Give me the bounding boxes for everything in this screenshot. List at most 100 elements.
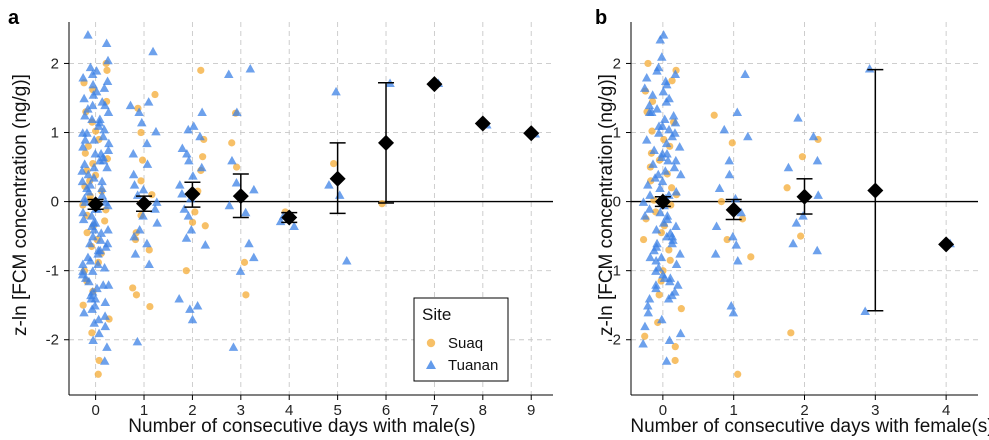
tuanan-point <box>78 259 88 269</box>
x-tick-label: 4 <box>285 402 293 419</box>
tuanan-point <box>100 311 110 320</box>
tuanan-point <box>711 221 722 231</box>
tuanan-point <box>728 231 738 241</box>
tuanan-point <box>736 207 746 217</box>
tuanan-point <box>152 218 162 227</box>
suaq-point <box>132 291 141 299</box>
tuanan-point <box>142 238 152 248</box>
tuanan-point <box>138 211 148 220</box>
tuanan-point <box>640 321 650 331</box>
tuanan-point <box>657 148 668 158</box>
suaq-point <box>666 256 674 264</box>
tuanan-point <box>87 69 98 79</box>
tuanan-point <box>100 100 110 110</box>
x-tick-label: 1 <box>730 402 738 419</box>
mean-marker <box>725 201 742 218</box>
tuanan-point <box>668 111 679 120</box>
tuanan-point <box>235 266 246 275</box>
tuanan-point <box>726 300 736 310</box>
tuanan-point <box>186 224 197 234</box>
tuanan-point <box>79 93 89 103</box>
tuanan-point <box>644 100 655 110</box>
tuanan-point <box>103 107 114 117</box>
x-tick-label: 6 <box>382 402 390 419</box>
suaq-point <box>787 329 795 337</box>
tuanan-point <box>324 180 334 189</box>
tuanan-point <box>659 114 670 123</box>
tuanan-point <box>793 113 803 122</box>
tuanan-point <box>652 104 662 113</box>
tuanan-point <box>181 233 192 242</box>
tuanan-point <box>88 231 98 241</box>
tuanan-point <box>740 69 750 79</box>
tuanan-point <box>644 107 655 117</box>
mean-marker <box>281 209 298 226</box>
tick-labels-b: 0 1 2 3 4 -2 -1 0 1 2 <box>608 55 951 419</box>
x-tick-label: 4 <box>942 402 950 419</box>
means-b <box>654 68 955 312</box>
tuanan-point <box>179 204 190 213</box>
tuanan-point <box>651 266 661 275</box>
tuanan-point <box>652 66 662 75</box>
tuanan-point <box>83 186 94 196</box>
tuanan-point <box>97 190 107 199</box>
suaq-point <box>188 218 197 226</box>
suaq-point <box>201 222 209 230</box>
tuanan-point <box>182 148 192 158</box>
tuanan-point <box>245 64 256 73</box>
tuanan-point <box>661 97 672 106</box>
tuanan-point <box>80 135 91 144</box>
suaq-point <box>232 163 241 171</box>
tuanan-point <box>719 124 729 134</box>
tuanan-point <box>102 76 113 85</box>
suaq-point <box>668 184 676 192</box>
mean-marker <box>136 195 153 212</box>
tuanan-point <box>658 30 669 39</box>
tuanan-point <box>670 69 681 79</box>
tuanan-point <box>730 193 741 203</box>
tuanan-point <box>791 218 802 227</box>
tuanan-point <box>657 52 667 61</box>
suaq-point <box>783 184 791 192</box>
tuanan-point <box>195 131 205 141</box>
y-axis-title-a: z-ln [FCM concentration (ng/g)] <box>10 74 31 336</box>
mean-marker <box>867 182 884 199</box>
tuanan-point <box>175 180 185 189</box>
tuanan-point <box>79 307 89 317</box>
tuanan-point <box>249 252 259 262</box>
tuanan-point <box>184 155 194 165</box>
suaq-point <box>79 301 87 309</box>
y-tick-label: 2 <box>51 55 59 72</box>
tuanan-point <box>660 166 671 175</box>
tuanan-point <box>100 197 111 206</box>
tuanan-point <box>655 35 665 44</box>
legend: Site Suaq Tuanan <box>413 297 509 382</box>
tuanan-point <box>96 148 106 158</box>
tuanan-point <box>864 64 875 73</box>
suaq-point <box>197 66 205 74</box>
suaq-point <box>641 332 649 340</box>
tuanan-point <box>228 342 239 351</box>
tuanan-point <box>224 69 234 79</box>
tuanan-point <box>667 131 677 141</box>
tuanan-point <box>83 30 93 39</box>
tuanan-point <box>657 314 667 324</box>
tuanan-point <box>87 114 97 123</box>
tuanan-point <box>134 224 145 234</box>
y-tick-label: -1 <box>46 263 59 280</box>
means-a <box>87 76 540 226</box>
tuanan-point <box>95 235 106 244</box>
suaq-point <box>671 343 679 351</box>
panel-a: a 0 1 2 3 4 5 6 7 8 9 -2 -1 0 1 2 Number of consecutiv… <box>8 7 553 437</box>
tuanan-point <box>649 145 659 155</box>
mean-marker <box>474 115 491 132</box>
y-tick-label: -2 <box>46 332 59 349</box>
tuanan-point <box>638 338 648 348</box>
tuanan-point <box>788 238 798 248</box>
tuanan-point <box>85 62 96 72</box>
mean-marker <box>426 76 443 93</box>
tuanan-point <box>125 100 136 110</box>
tuanan-point <box>97 176 107 186</box>
tuanan-point <box>99 356 110 365</box>
tuanan-point <box>224 200 235 210</box>
